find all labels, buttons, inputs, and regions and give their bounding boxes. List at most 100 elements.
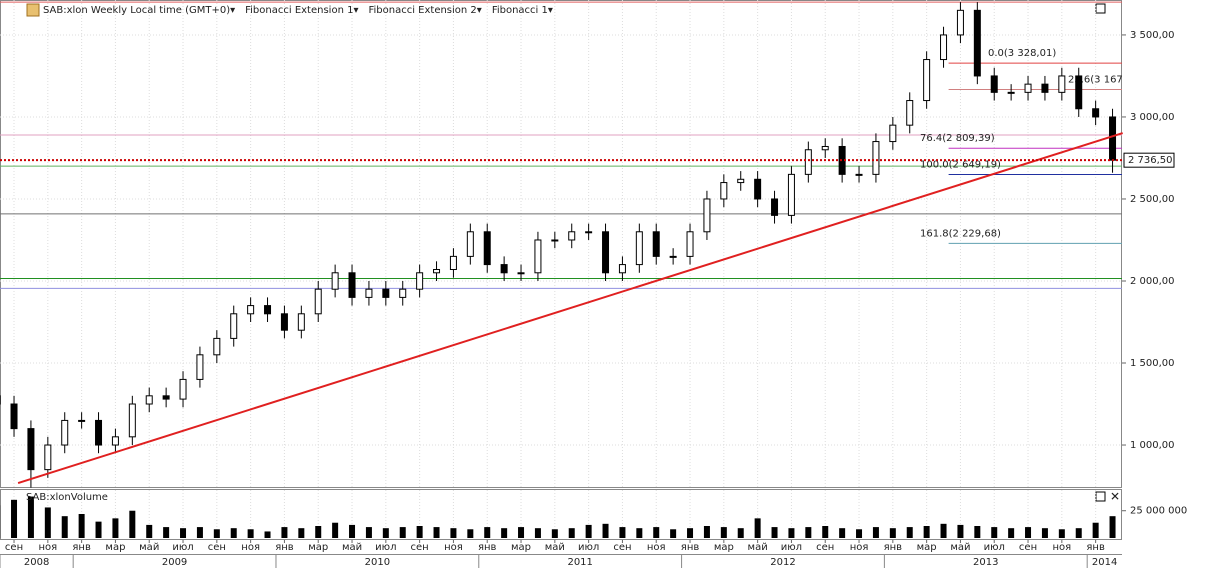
- candle-body: [365, 288, 373, 298]
- x-tick-label: сен: [208, 542, 226, 553]
- candle-body: [44, 444, 52, 471]
- candle-body: [230, 313, 238, 339]
- candle-body: [1075, 75, 1083, 110]
- x-tick-label: май: [342, 542, 362, 553]
- volume-bar: [399, 527, 406, 538]
- candle-body: [331, 272, 339, 290]
- fib-label: 100.0(2 649,19): [920, 160, 1001, 171]
- volume-bar: [1025, 527, 1032, 538]
- candle-body: [703, 198, 711, 233]
- fib-label: 76.4(2 809,39): [920, 133, 995, 144]
- x-tick-label: июл: [578, 542, 599, 553]
- candle-body: [95, 419, 103, 446]
- volume-bar: [298, 528, 305, 538]
- candle-body: [466, 231, 474, 257]
- candle-body: [399, 288, 407, 298]
- volume-bar: [872, 527, 879, 538]
- x-tick-label: мар: [511, 542, 531, 553]
- candle-body: [162, 395, 170, 400]
- candle-body: [686, 231, 694, 257]
- volume-bar: [703, 526, 710, 538]
- candle-body: [61, 419, 69, 446]
- x-tick-label: мар: [105, 542, 125, 553]
- volume-bar: [484, 527, 491, 538]
- x-tick-label: май: [545, 542, 565, 553]
- candle-body: [449, 255, 457, 271]
- volume-bar: [196, 527, 203, 538]
- header-item[interactable]: Fibonacci 1▾: [492, 5, 553, 16]
- candle-body: [433, 269, 441, 274]
- volume-bar: [518, 527, 525, 538]
- x-tick-label: янв: [884, 542, 903, 553]
- volume-bar: [720, 527, 727, 538]
- volume-bar: [822, 526, 829, 538]
- candle-body: [821, 145, 829, 151]
- candle-body: [280, 313, 288, 331]
- y-tick-label: 1 500,00: [1130, 358, 1175, 369]
- candle-body: [213, 337, 221, 356]
- year-label: 2014: [1092, 557, 1117, 568]
- volume-bar: [1109, 516, 1116, 538]
- fib-label: 161.8(2 229,68): [920, 228, 1001, 239]
- y-tick-label: 3 000,00: [1130, 112, 1175, 123]
- x-tick-label: сен: [613, 542, 631, 553]
- candle-body: [635, 231, 643, 266]
- symbol-icon[interactable]: [26, 3, 40, 17]
- fib-label: 23.6(3 167: [1068, 75, 1123, 86]
- candle-body: [1092, 108, 1100, 118]
- x-tick-label: июл: [781, 542, 802, 553]
- volume-bar: [839, 528, 846, 538]
- volume-bar: [1092, 522, 1099, 538]
- x-tick-label: ноя: [241, 542, 260, 553]
- volume-bar: [146, 524, 153, 538]
- candle-body: [196, 354, 204, 380]
- volume-bar: [416, 526, 423, 538]
- x-tick-label: июл: [172, 542, 193, 553]
- candle-body: [1007, 91, 1015, 94]
- candle-body: [990, 75, 998, 93]
- x-tick-label: июл: [984, 542, 1005, 553]
- volume-bar: [754, 518, 761, 538]
- volume-bar: [450, 528, 457, 538]
- candle-body: [382, 288, 390, 298]
- volume-bar: [365, 527, 372, 538]
- candle-body: [889, 124, 897, 143]
- volume-bar: [771, 527, 778, 538]
- volume-bar: [11, 499, 18, 538]
- volume-bar: [44, 507, 51, 538]
- year-label: 2008: [24, 557, 49, 568]
- volume-bar: [467, 529, 474, 538]
- header-item[interactable]: Fibonacci Extension 2▾: [368, 5, 481, 16]
- candle-body: [348, 272, 356, 298]
- header-item[interactable]: SAB:xlon Weekly Local time (GMT+0)▾: [43, 5, 235, 16]
- volume-bar: [1058, 529, 1065, 538]
- volume-tick-label: 25 000 000: [1130, 506, 1187, 517]
- volume-bar: [213, 529, 220, 538]
- volume-bar: [687, 528, 694, 538]
- maximize-button[interactable]: [1095, 3, 1106, 14]
- volume-bar: [619, 527, 626, 538]
- x-tick-label: янв: [478, 542, 497, 553]
- candle-body: [804, 149, 812, 175]
- x-tick-label: сен: [5, 542, 23, 553]
- year-label: 2010: [365, 557, 390, 568]
- volume-bar: [1041, 528, 1048, 538]
- close-button[interactable]: ✕: [1110, 490, 1120, 504]
- volume-bar: [382, 528, 389, 538]
- candle-body: [923, 59, 931, 102]
- candle-body: [483, 231, 491, 266]
- candle-body: [737, 178, 745, 184]
- volume-bar: [129, 510, 136, 538]
- volume-bar: [585, 524, 592, 538]
- candle-body: [720, 182, 728, 200]
- volume-bar: [923, 526, 930, 538]
- volume-title: SAB:xlonVolume: [26, 492, 108, 503]
- x-tick-label: мар: [714, 542, 734, 553]
- candle-body: [500, 264, 508, 274]
- header-item[interactable]: Fibonacci Extension 1▾: [245, 5, 358, 16]
- candle-body: [27, 428, 35, 471]
- volume-bar: [332, 522, 339, 538]
- volume-bar: [568, 528, 575, 538]
